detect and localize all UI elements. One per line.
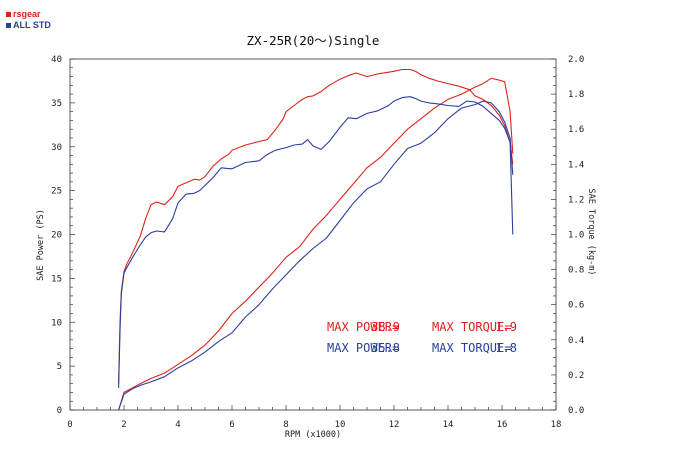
- series-all-std-torque-line: [118, 100, 514, 411]
- y-axis-left-title: SAE Power (PS): [36, 209, 46, 281]
- y-right-tick-label: 1.2: [568, 195, 584, 205]
- legend-swatch-rsgear: [6, 12, 11, 17]
- legend-item-rsgear: rsgear: [6, 9, 51, 20]
- y-right-tick-label: 1.8: [568, 90, 584, 100]
- stat-rsgear-torque-label: MAX TORQUE=: [432, 320, 511, 334]
- y-right-tick-label: 0.8: [568, 266, 584, 276]
- stat-rsgear-power-value: 38.9: [371, 320, 400, 334]
- x-axis: 0 2 4 6 8 10 12 14 16 18: [67, 405, 561, 430]
- y-left-tick-label: 5: [57, 362, 62, 372]
- x-tick-label: 8: [283, 420, 288, 430]
- x-tick-label: 12: [389, 420, 400, 430]
- stat-allstd-torque-value: 1.8: [495, 341, 517, 355]
- y-left-tick-label: 10: [51, 318, 62, 328]
- series-all-std-power-line: [118, 96, 514, 389]
- x-tick-label: 4: [175, 420, 180, 430]
- series-rsgear-power-line: [118, 68, 514, 384]
- y-left-tick-label: 40: [51, 55, 62, 65]
- y-axis-right: 0.0 0.2 0.4 0.6 0.8 1.0 1.2 1.4 1.6 1.8 2.0: [551, 55, 584, 416]
- stat-allstd-power-label: MAX POWER=: [327, 341, 399, 355]
- y-right-tick-label: 1.0: [568, 231, 584, 241]
- x-tick-label: 6: [229, 420, 234, 430]
- x-tick-label: 0: [67, 420, 72, 430]
- y-right-tick-label: 0.0: [568, 406, 584, 416]
- chart-title: ZX-25R(20～)Single: [247, 33, 380, 48]
- y-right-tick-label: 1.4: [568, 160, 584, 170]
- x-tick-label: 16: [497, 420, 508, 430]
- legend-label-rsgear: rsgear: [13, 9, 41, 19]
- stat-allstd-torque-label: MAX TORQUE=: [432, 341, 511, 355]
- y-right-tick-label: 1.6: [568, 125, 584, 135]
- legend-label-all-std: ALL STD: [13, 20, 51, 30]
- legend: rsgear ALL STD: [6, 9, 51, 31]
- plot-frame: [69, 58, 557, 411]
- x-tick-label: 18: [551, 420, 562, 430]
- stats-annotation: MAX POWER= 38.9 MAX TORQUE= 1.9 MAX POWE…: [327, 320, 517, 355]
- x-tick-label: 14: [443, 420, 454, 430]
- y-left-tick-label: 15: [51, 274, 62, 284]
- y-axis-left: 0 5 10 15 20 25 30 35 40: [51, 55, 75, 416]
- y-right-tick-label: 0.2: [568, 371, 584, 381]
- y-right-tick-label: 0.4: [568, 336, 584, 346]
- x-tick-label: 2: [121, 420, 126, 430]
- y-axis-right-title: SAE Torque (kg-m): [586, 189, 596, 276]
- y-right-tick-label: 0.6: [568, 301, 584, 311]
- y-left-tick-label: 0: [57, 406, 62, 416]
- y-left-tick-label: 35: [51, 99, 62, 109]
- stat-rsgear-power-label: MAX POWER=: [327, 320, 399, 334]
- y-left-tick-label: 30: [51, 143, 62, 153]
- y-left-tick-label: 20: [51, 231, 62, 241]
- legend-item-all-std: ALL STD: [6, 20, 51, 31]
- y-right-tick-label: 2.0: [568, 55, 584, 65]
- x-tick-label: 10: [335, 420, 346, 430]
- x-axis-title: RPM (x1000): [285, 430, 341, 440]
- stat-allstd-power-value: 35.8: [371, 341, 400, 355]
- stat-rsgear-torque-value: 1.9: [495, 320, 517, 334]
- series-rsgear-torque-line: [118, 77, 514, 411]
- y-left-tick-label: 25: [51, 187, 62, 197]
- series-layer: [118, 68, 514, 411]
- legend-swatch-all-std: [6, 23, 11, 28]
